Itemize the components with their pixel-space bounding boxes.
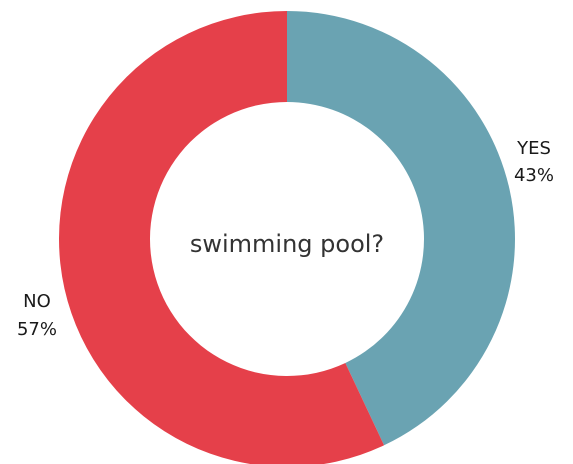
donut-slice-yes [287, 11, 515, 446]
donut-slice-no [59, 11, 385, 464]
center-title: swimming pool? [190, 230, 384, 258]
slice-label-yes: YES [516, 138, 551, 159]
slice-value-yes: 43% [514, 165, 554, 186]
slice-value-no: 57% [17, 319, 57, 340]
donut-slices [59, 11, 515, 464]
slice-label-no: NO [23, 291, 51, 312]
